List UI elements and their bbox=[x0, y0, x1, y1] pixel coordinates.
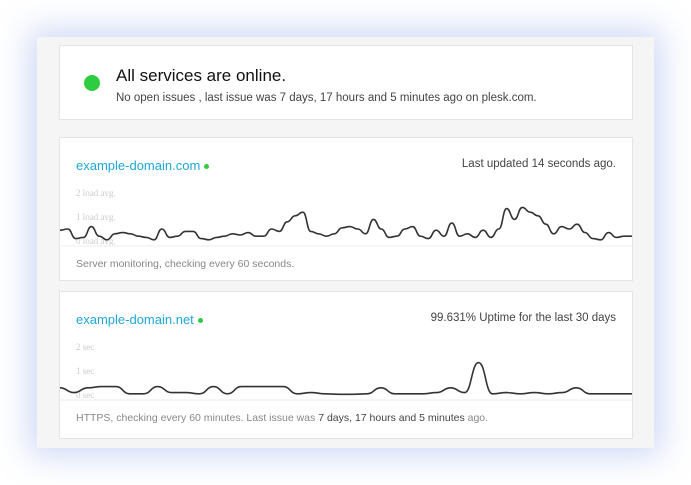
axis-label: 0 load avg. bbox=[76, 236, 116, 246]
axis-label: 0 sec bbox=[76, 390, 94, 400]
online-indicator bbox=[84, 75, 100, 91]
load-chart: 2 load avg. 1 load avg. 0 load avg. bbox=[60, 188, 632, 247]
monitor-name: example-domain.net bbox=[76, 312, 194, 327]
status-title: All services are online. bbox=[116, 66, 287, 85]
footer-prefix: HTTPS, checking every 60 minutes. Last i… bbox=[76, 412, 319, 424]
axis-label: 2 load avg. bbox=[76, 188, 116, 198]
overall-status-panel: All services are online. No open issues … bbox=[59, 45, 633, 120]
monitor-name-link[interactable]: example-domain.com bbox=[76, 158, 210, 173]
footer-highlight: 7 days, 17 hours and 5 minutes bbox=[318, 412, 465, 424]
monitor-name: example-domain.com bbox=[76, 158, 201, 173]
axis-label: 1 load avg. bbox=[76, 212, 116, 222]
monitor-name-link[interactable]: example-domain.net bbox=[76, 312, 203, 327]
monitor-footer: HTTPS, checking every 60 minutes. Last i… bbox=[76, 412, 488, 424]
status-dot bbox=[204, 164, 210, 170]
axis-label: 2 sec bbox=[76, 342, 94, 352]
monitor-footer: Server monitoring, checking every 60 sec… bbox=[76, 258, 295, 270]
series-line bbox=[60, 206, 632, 241]
status-dot bbox=[197, 318, 203, 324]
response-time-chart: 2 sec 1 sec 0 sec bbox=[60, 342, 632, 401]
axis-label: 1 sec bbox=[76, 366, 94, 376]
monitor-panel: example-domain.com Last updated 14 secon… bbox=[59, 137, 633, 281]
series-line bbox=[60, 361, 632, 396]
footer-suffix: ago. bbox=[464, 412, 489, 424]
status-page: All services are online. No open issues … bbox=[37, 37, 654, 448]
last-updated: Last updated 14 seconds ago. bbox=[461, 158, 616, 170]
uptime-text: 99.631% Uptime for the last 30 days bbox=[430, 312, 616, 324]
status-subtitle: No open issues , last issue was 7 days, … bbox=[116, 92, 537, 104]
monitor-panel: example-domain.net 99.631% Uptime for th… bbox=[59, 291, 633, 439]
